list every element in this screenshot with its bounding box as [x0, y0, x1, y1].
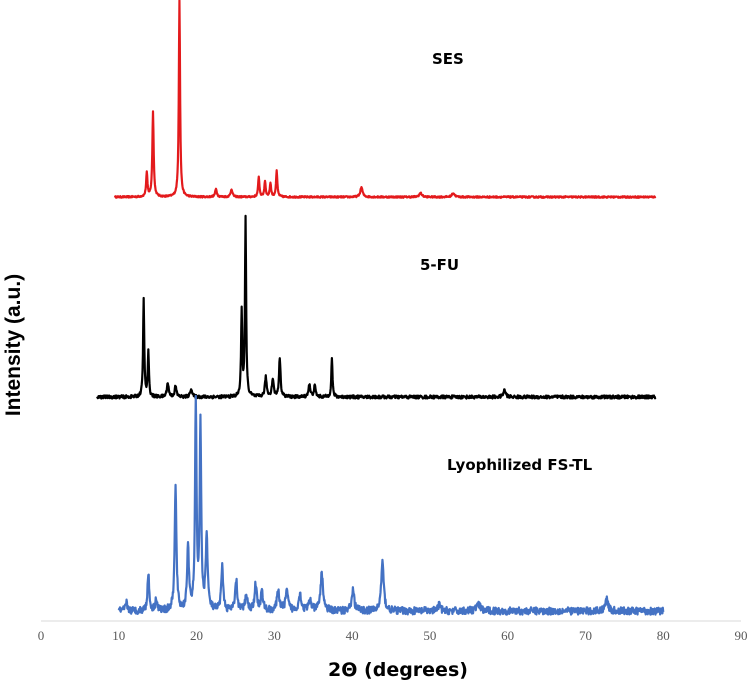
series-label-0: SES	[432, 50, 464, 68]
series-line-0	[113, 0, 657, 199]
series-line-1	[96, 214, 657, 400]
x-tick-label: 10	[112, 628, 125, 643]
series-layer	[96, 0, 665, 616]
x-tick-label: 90	[735, 628, 748, 643]
x-tick-label: 70	[579, 628, 592, 643]
series-labels: SES 5-FU Lyophilized FS-TL	[420, 50, 593, 474]
x-tick-label: 20	[190, 628, 203, 643]
series-label-2: Lyophilized FS-TL	[447, 456, 593, 474]
x-tick-label: 60	[501, 628, 514, 643]
x-tick-label: 80	[657, 628, 670, 643]
y-axis-title: Intensity (a.u.)	[2, 274, 25, 416]
x-tick-label: 0	[38, 628, 45, 643]
series-line-2	[117, 394, 665, 616]
x-axis-title: 2Θ (degrees)	[328, 659, 468, 681]
series-label-1: 5-FU	[420, 256, 459, 274]
x-tick-label: 50	[423, 628, 436, 643]
x-tick-label: 40	[346, 628, 359, 643]
x-tick-labels: 0 10 20 30 40 50 60 70 80 90	[38, 628, 748, 643]
x-tick-label: 30	[268, 628, 281, 643]
